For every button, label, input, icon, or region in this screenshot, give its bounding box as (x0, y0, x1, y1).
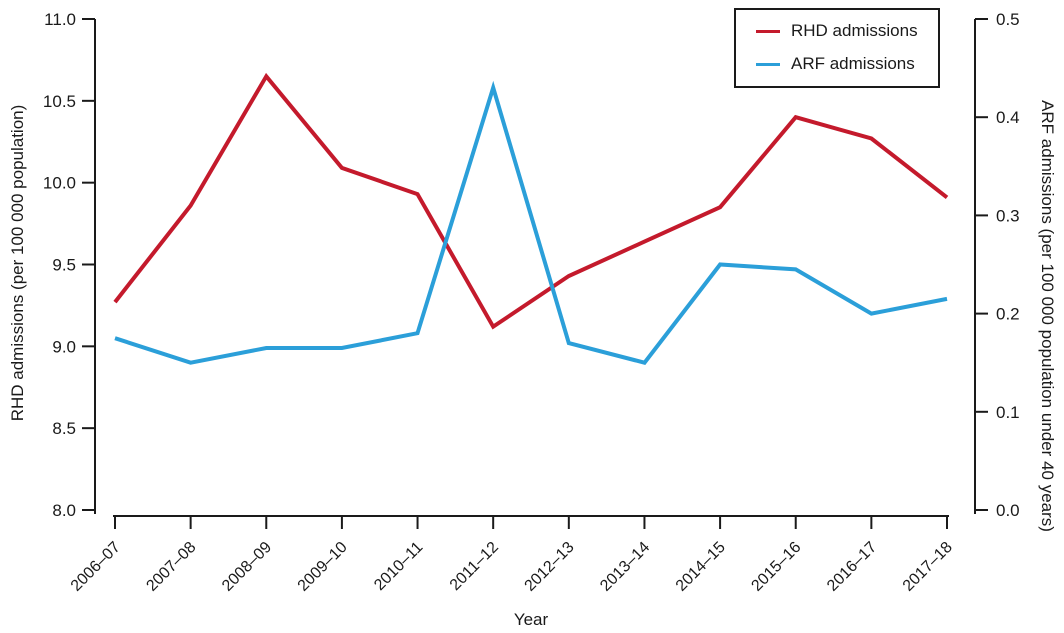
x-tick-label: 2017–18 (900, 539, 956, 595)
x-tick-label: 2014–15 (673, 539, 729, 595)
left-y-tick-label: 8.5 (52, 419, 76, 438)
x-tick-label: 2012–13 (522, 539, 578, 595)
x-tick-label: 2015–16 (748, 539, 804, 595)
arf-line-swatch (756, 62, 780, 66)
left-y-tick-label: 10.0 (43, 174, 76, 193)
x-tick-label: 2009–10 (295, 539, 351, 595)
x-tick-label: 2007–08 (143, 539, 199, 595)
x-tick-label: 2006–07 (68, 539, 124, 595)
rhd-admissions-line (113, 72, 949, 330)
arf-admissions-line (114, 80, 948, 365)
right-y-axis-title: ARF admissions (per 100 000 population u… (1038, 100, 1057, 532)
x-tick-label: 2008–09 (219, 539, 275, 595)
left-y-tick-label: 11.0 (44, 10, 76, 29)
legend-label-arf: ARF admissions (791, 54, 915, 73)
right-y-tick-label: 0.4 (996, 108, 1020, 127)
legend-entry-rhd: RHD admissions (756, 19, 924, 43)
x-axis-title: Year (513, 610, 549, 629)
left-y-tick-label: 9.0 (52, 337, 76, 356)
left-y-tick-label: 8.0 (52, 501, 76, 520)
right-y-tick-label: 0.3 (996, 206, 1020, 225)
right-y-tick-label: 0.2 (996, 305, 1020, 324)
right-y-tick-label: 0.1 (996, 403, 1020, 422)
x-tick-label: 2013–14 (597, 539, 653, 595)
right-y-tick-label: 0.0 (996, 501, 1020, 520)
left-y-tick-label: 9.5 (52, 256, 76, 275)
left-y-tick-label: 10.5 (43, 92, 76, 111)
x-tick-label: 2011–12 (447, 539, 502, 594)
left-y-axis-title: RHD admissions (per 100 000 population) (8, 104, 27, 422)
legend: RHD admissions ARF admissions (734, 8, 940, 88)
rhd-line-swatch (756, 29, 780, 33)
legend-label-rhd: RHD admissions (791, 21, 918, 40)
right-y-tick-label: 0.5 (996, 10, 1020, 29)
x-tick-label: 2010–11 (371, 539, 426, 594)
legend-entry-arf: ARF admissions (756, 52, 924, 76)
x-tick-label: 2016–17 (824, 539, 880, 595)
